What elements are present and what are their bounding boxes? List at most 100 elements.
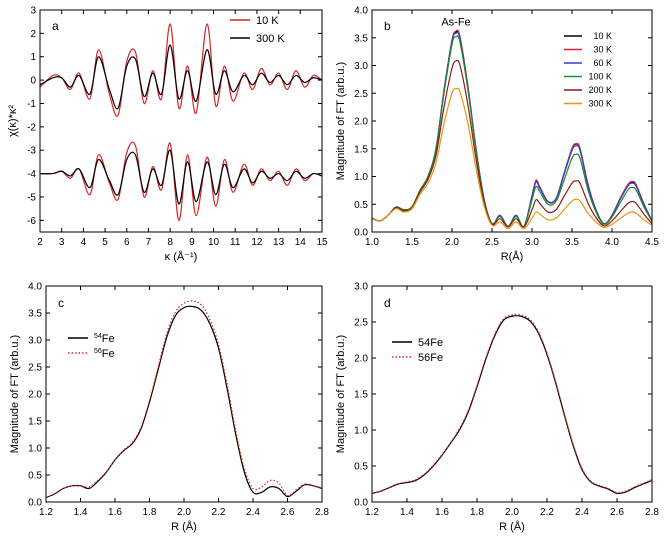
legend-label-b: 200 K — [588, 85, 612, 95]
legend-label-d: 54Fe — [418, 337, 443, 349]
y-tick-label-b: 2.0 — [354, 117, 368, 128]
x-tick-label-d: 2.8 — [645, 507, 659, 518]
y-tick-label-d: 1.0 — [354, 426, 368, 437]
plot-area-a — [40, 23, 322, 221]
legend-label-c: 54Fe — [94, 333, 115, 345]
series-line-b-200-K — [372, 59, 652, 228]
legend-b: 10 K 30 K 60 K 100 K 200 K 300 K — [564, 31, 612, 109]
y-tick-label-d: 2.5 — [354, 318, 368, 329]
x-tick-label-b: 4.0 — [605, 237, 619, 248]
series-line-a-10-K-trace-1 — [40, 141, 322, 221]
x-tick-label-a: 7 — [146, 237, 152, 248]
x-tick-label-b: 3.5 — [565, 237, 579, 248]
panel-label-b: b — [384, 19, 391, 33]
y-tick-label-a: -2 — [27, 122, 36, 133]
legend-c: 54Fe 56Fe — [68, 333, 115, 360]
panel-c-chart: 1.2 1.4 1.6 1.8 2.0 2.2 2.4 2.6 2.8 0.0 0.5 1.0 1.5 2… — [9, 282, 329, 534]
x-tick-label-a: 8 — [167, 237, 173, 248]
x-tick-label-a: 11 — [230, 237, 241, 248]
legend-label-b: 100 K — [588, 72, 612, 82]
axes-frame-d — [371, 285, 653, 503]
x-tick-label-a: 5 — [102, 237, 108, 248]
x-tick-label-c: 2.0 — [177, 507, 191, 518]
y-tick-label-a: 3 — [30, 6, 36, 17]
y-tick-label-b: 1.0 — [354, 172, 368, 183]
y-tick-label-a: -1 — [27, 99, 36, 110]
series-line-b-300-K — [372, 87, 652, 230]
x-tick-label-d: 1.6 — [435, 507, 449, 518]
x-tick-label-d: 2.0 — [505, 507, 519, 518]
legend-label-a: 300 K — [256, 33, 285, 45]
legend-a: 10 K 300 K — [230, 15, 285, 45]
x-axis-label-d: R (Å) — [499, 520, 525, 533]
y-tick-label-a: -5 — [27, 192, 36, 203]
y-tick-label-a: 0 — [30, 76, 36, 87]
x-tick-label-b: 4.5 — [645, 237, 659, 248]
x-tick-label-a: 9 — [189, 237, 195, 248]
annotation-b: As-Fe — [441, 17, 470, 29]
x-tick-label-a: 10 — [208, 237, 220, 248]
y-tick-label-c: 0.5 — [28, 471, 42, 482]
y-tick-label-b: 1.5 — [354, 144, 368, 155]
x-tick-label-b: 2.0 — [445, 237, 459, 248]
y-tick-label-d: 1.5 — [354, 390, 368, 401]
y-tick-label-b: 0.0 — [354, 228, 368, 239]
x-tick-label-a: 4 — [81, 237, 87, 248]
y-tick-label-c: 2.5 — [28, 363, 42, 374]
y-tick-label-b: 4.0 — [354, 6, 368, 17]
x-tick-label-c: 1.8 — [143, 507, 157, 518]
series-line-a-300-K-trace-1 — [40, 149, 322, 205]
x-tick-label-c: 2.4 — [246, 507, 260, 518]
x-tick-label-a: 3 — [59, 237, 65, 248]
y-tick-label-c: 3.5 — [28, 309, 42, 320]
panel-b-chart: 1.0 1.5 2.0 2.5 3.0 3.5 4.0 4.5 0.0 0.5 1.0 1.5 2.0 2… — [335, 6, 659, 264]
x-tick-label-d: 2.6 — [610, 507, 624, 518]
x-tick-label-a: 6 — [124, 237, 130, 248]
panel-label-d: d — [384, 296, 391, 310]
y-tick-label-a: -3 — [27, 146, 36, 157]
x-axis-label-c: R (Å) — [171, 520, 197, 533]
legend-label-b: 60 K — [593, 58, 612, 68]
y-axis-label-a: χ(κ)*κ² — [7, 105, 19, 137]
x-tick-label-b: 1.5 — [405, 237, 419, 248]
y-tick-label-d: 3.0 — [354, 282, 368, 293]
x-tick-label-c: 1.6 — [108, 507, 122, 518]
x-tick-label-b: 3.0 — [525, 237, 539, 248]
legend-label-b: 30 K — [593, 45, 612, 55]
x-tick-label-d: 1.8 — [470, 507, 484, 518]
series-line-a-300-K-trace-0 — [40, 44, 322, 110]
series-line-d-54Fe — [372, 315, 652, 495]
x-tick-label-c: 1.4 — [74, 507, 88, 518]
x-tick-label-d: 2.2 — [540, 507, 554, 518]
y-tick-label-d: 0.0 — [354, 498, 368, 509]
legend-label-c: 56Fe — [94, 348, 115, 360]
series-line-c-⁵⁴Fe — [46, 305, 322, 499]
x-tick-label-a: 15 — [316, 237, 328, 248]
x-tick-label-c: 2.6 — [281, 507, 295, 518]
panel-label-c: c — [58, 296, 64, 310]
x-tick-label-b: 2.5 — [485, 237, 499, 248]
x-tick-label-a: 12 — [251, 237, 263, 248]
x-tick-label-a: 2 — [37, 237, 43, 248]
plot-area-d — [372, 313, 652, 495]
x-axis-label-b: R(Å) — [501, 250, 524, 263]
x-tick-label-c: 2.2 — [212, 507, 226, 518]
axes-frame-c — [45, 285, 323, 503]
y-tick-label-c: 1.5 — [28, 417, 42, 428]
x-tick-label-a: 13 — [273, 237, 285, 248]
x-tick-label-c: 1.2 — [39, 507, 53, 518]
y-tick-label-a: 2 — [30, 29, 36, 40]
y-tick-label-d: 2.0 — [354, 354, 368, 365]
y-axis-label-c: Magnitude of FT (arb.u.) — [9, 335, 21, 453]
legend-d: 54Fe 56Fe — [392, 337, 443, 364]
legend-label-d: 56Fe — [418, 352, 443, 364]
y-tick-label-a: -4 — [27, 169, 36, 180]
plot-area-b — [372, 29, 652, 230]
y-axis-label-d: Magnitude of FT (arb.u.) — [335, 335, 347, 453]
legend-label-b: 10 K — [593, 31, 612, 41]
y-tick-label-c: 4.0 — [28, 282, 42, 293]
legend-label-b: 300 K — [588, 99, 612, 109]
y-tick-label-b: 3.0 — [354, 61, 368, 72]
